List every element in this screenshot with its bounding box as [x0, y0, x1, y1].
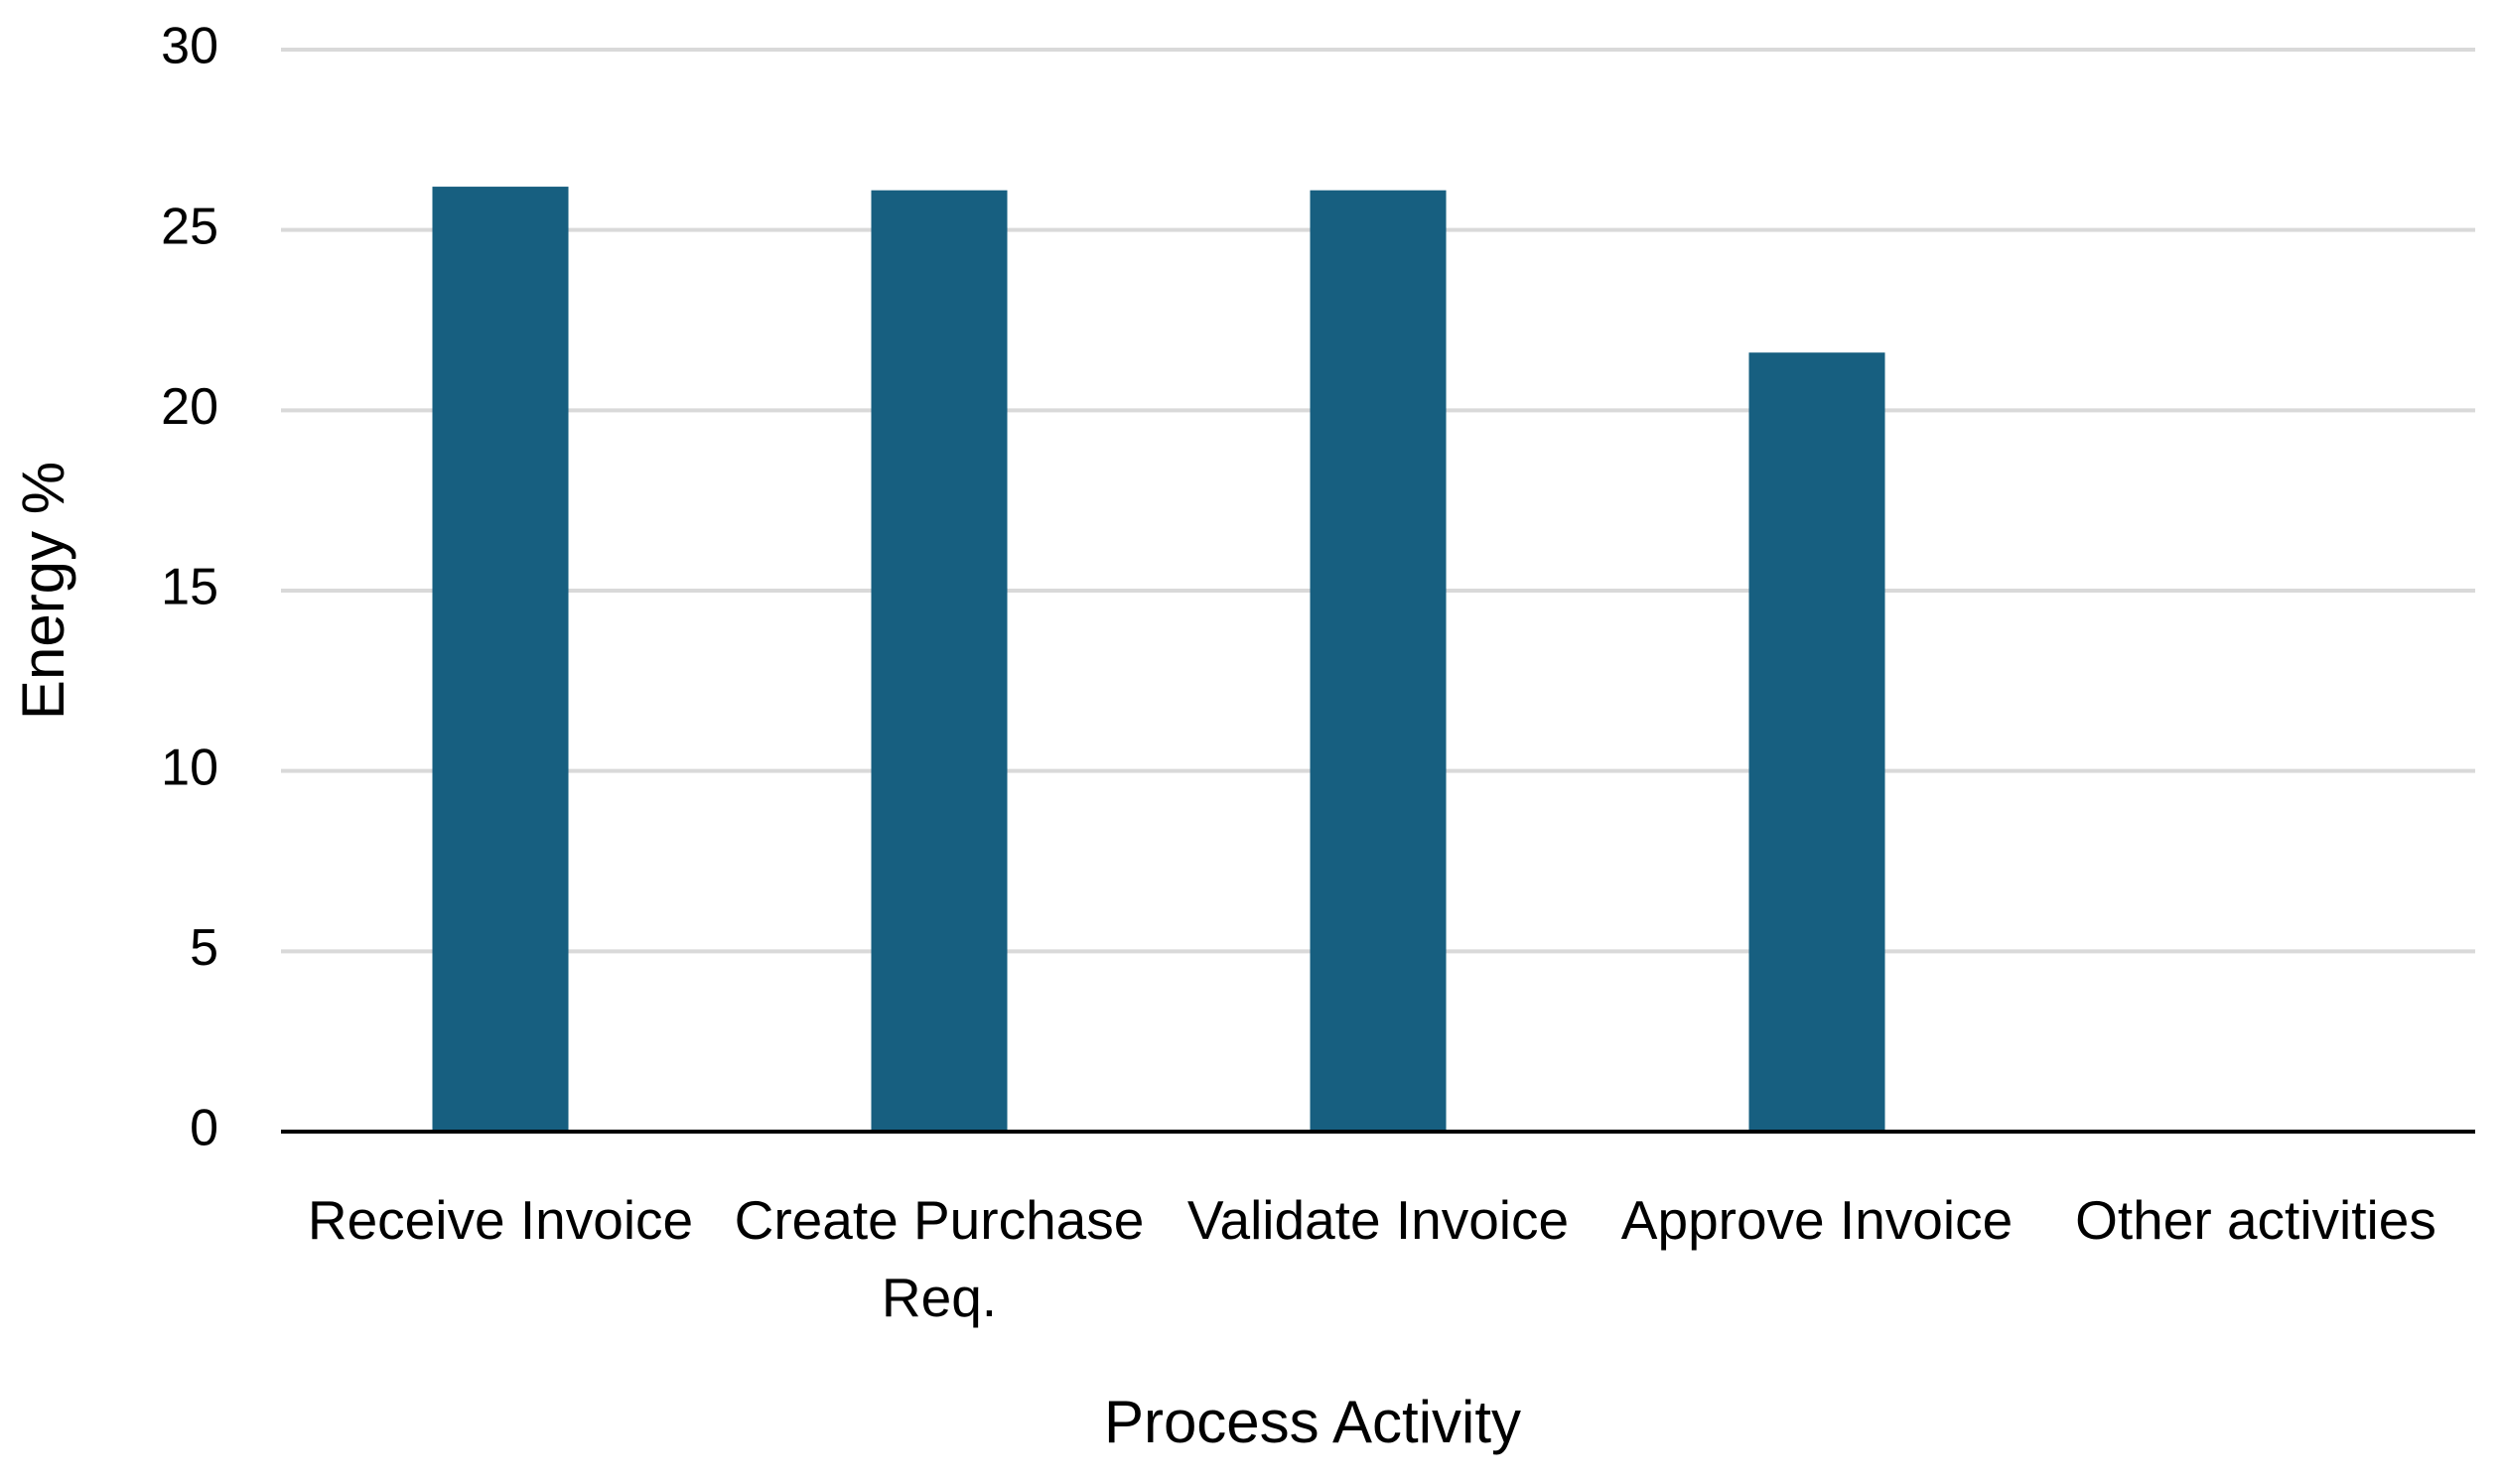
y-tick-label: 5	[190, 919, 218, 977]
bar	[871, 190, 1008, 1132]
x-tick-label: Other activities	[2075, 1189, 2436, 1251]
x-tick-label: Receive Invoice	[307, 1189, 694, 1251]
y-tick-label: 10	[161, 739, 218, 796]
y-tick-label: 20	[161, 378, 218, 436]
bar	[1748, 352, 1885, 1132]
y-tick-label: 25	[161, 198, 218, 255]
bar	[432, 187, 569, 1133]
x-tick-label: Validate Invoice	[1186, 1189, 1570, 1251]
y-tick-label: 30	[161, 18, 218, 75]
y-tick-label: 0	[190, 1100, 218, 1157]
x-axis-title: Process Activity	[1104, 1389, 1521, 1455]
x-tick-label: Create Purchase Req.	[734, 1189, 1145, 1328]
bar	[1310, 190, 1447, 1132]
y-axis-title: Energy %	[10, 462, 76, 720]
y-tick-label: 15	[161, 559, 218, 616]
x-tick-label: Approve Invoice	[1620, 1189, 2014, 1251]
